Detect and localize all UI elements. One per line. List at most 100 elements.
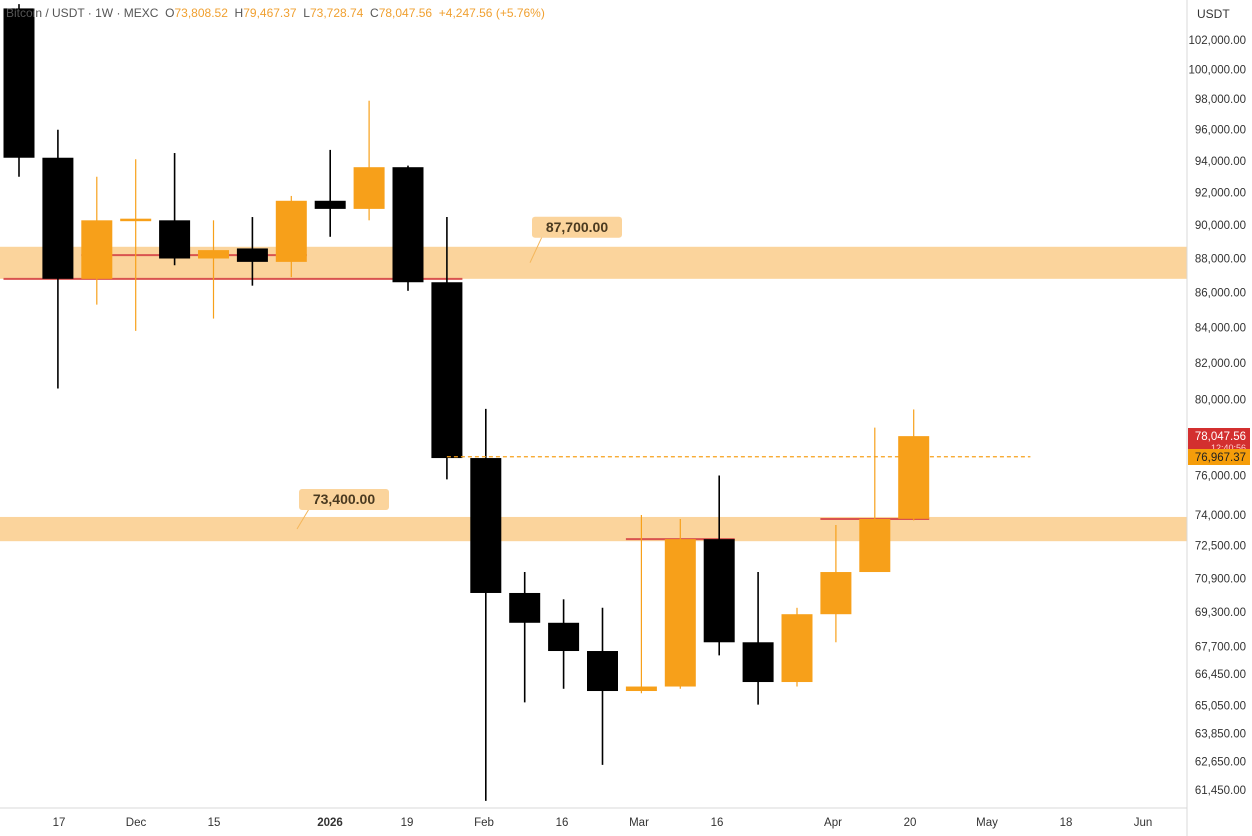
time-tick: May — [976, 817, 998, 829]
candle-19 — [742, 572, 774, 705]
candle-body — [859, 518, 891, 573]
candle-13 — [509, 572, 541, 703]
candle-body — [392, 167, 424, 283]
price-tick: 62,650.00 — [1195, 756, 1246, 768]
candle-body — [81, 220, 113, 279]
candle-body — [703, 539, 735, 643]
price-tick: 61,450.00 — [1195, 785, 1246, 797]
candle-body — [236, 248, 268, 262]
zone-label-box — [532, 216, 622, 238]
time-tick: Mar — [629, 817, 649, 829]
price-axis[interactable]: 102,000.00 100,000.00 98,000.00 96,000.00 94… — [1188, 35, 1246, 797]
price-tick: 102,000.00 — [1188, 35, 1246, 47]
candle-body — [431, 282, 463, 459]
current-price-text: 78,047.56 — [1195, 431, 1246, 443]
candle-body — [625, 686, 657, 692]
zone-label-box — [299, 488, 389, 510]
candle-12 — [470, 408, 502, 801]
candle-body — [470, 458, 502, 593]
candle-17 — [664, 518, 696, 689]
candle-3 — [120, 159, 152, 331]
price-tick: 70,900.00 — [1195, 573, 1246, 585]
candle-8 — [314, 149, 346, 237]
close-value: 78,047.56 — [378, 6, 433, 20]
time-tick: 18 — [1060, 817, 1073, 829]
price-unit-label: USDT — [1197, 7, 1230, 21]
line-price-text: 76,967.37 — [1195, 452, 1246, 464]
zone-label-1: 73,400.00 — [296, 488, 389, 530]
candle-body — [781, 614, 813, 683]
price-tick: 69,300.00 — [1195, 607, 1246, 619]
zone-label-leader — [296, 508, 310, 530]
high-value: 79,467.37 — [243, 6, 297, 20]
open-label: O — [165, 6, 175, 20]
low-value: 73,728.74 — [309, 6, 364, 20]
candle-23 — [898, 409, 930, 521]
candle-20 — [781, 607, 813, 687]
price-tick: 86,000.00 — [1195, 288, 1246, 300]
candle-body — [198, 250, 229, 259]
candle-2 — [81, 176, 113, 305]
zone-label-text: 73,400.00 — [313, 491, 375, 507]
open-value: 73,808.52 — [174, 6, 228, 20]
price-tick: 65,050.00 — [1195, 701, 1246, 713]
close-label: C — [370, 6, 379, 20]
price-tick: 96,000.00 — [1195, 125, 1246, 137]
candles — [3, 4, 930, 801]
zone-band-1 — [0, 516, 1187, 542]
price-tick: 74,000.00 — [1195, 510, 1246, 522]
time-tick: Jun — [1134, 817, 1153, 829]
candle-22 — [859, 427, 891, 573]
candle-body — [3, 8, 35, 158]
price-tick: 80,000.00 — [1195, 395, 1246, 407]
time-tick: 2026 — [317, 817, 343, 829]
time-tick: 17 — [53, 817, 66, 829]
zone-label-text: 87,700.00 — [546, 219, 608, 235]
candle-11 — [431, 217, 463, 480]
zone-band-0 — [0, 246, 1187, 279]
price-tick: 100,000.00 — [1188, 64, 1246, 76]
candle-7 — [275, 195, 307, 278]
low-label: L — [303, 6, 310, 20]
high-label: H — [234, 6, 244, 20]
candle-0 — [3, 4, 35, 177]
line-price-tag-box — [1188, 449, 1250, 465]
current-price-tag-box — [1188, 428, 1250, 450]
price-tick: 76,000.00 — [1195, 470, 1246, 482]
price-tick: 63,850.00 — [1195, 728, 1246, 740]
candle-body — [742, 642, 774, 683]
price-tick: 84,000.00 — [1195, 322, 1246, 334]
candle-body — [120, 218, 152, 222]
time-tick: 20 — [904, 817, 917, 829]
zone-label-leader — [529, 236, 543, 263]
change-value: +4,247.56 (+5.76%) — [438, 6, 545, 20]
candle-18 — [703, 475, 735, 656]
support-resistance-zones — [0, 246, 1187, 542]
time-tick: Apr — [824, 817, 842, 829]
candle-9 — [353, 100, 385, 221]
time-tick: Dec — [126, 817, 147, 829]
candle-body — [898, 436, 930, 519]
time-tick: 16 — [711, 817, 724, 829]
price-tick: 98,000.00 — [1195, 94, 1246, 106]
time-axis[interactable]: 17 Dec 15 2026 19 Feb 16 Mar 16 Apr 20 May 18 Jun — [53, 817, 1153, 829]
price-tick: 66,450.00 — [1195, 669, 1246, 681]
candle-6 — [236, 217, 268, 286]
price-tick: 72,500.00 — [1195, 540, 1246, 552]
candle-body — [820, 572, 852, 615]
candle-body — [587, 651, 618, 692]
candle-body — [42, 157, 74, 279]
price-tick: 90,000.00 — [1195, 220, 1246, 232]
candle-body — [664, 539, 696, 687]
candle-body — [548, 622, 580, 652]
time-tick: Feb — [474, 817, 494, 829]
chart-legend-header: Bitcoin / USDT · 1W · MEXC O73,808.52 H7… — [6, 6, 545, 20]
zone-labels: 87,700.00 73,400.00 — [296, 216, 622, 530]
candle-5 — [198, 220, 229, 319]
countdown-text: 12:40:56 — [1211, 443, 1246, 453]
price-tick: 88,000.00 — [1195, 254, 1246, 266]
candle-body — [159, 220, 191, 259]
zone-label-0: 87,700.00 — [529, 216, 622, 263]
